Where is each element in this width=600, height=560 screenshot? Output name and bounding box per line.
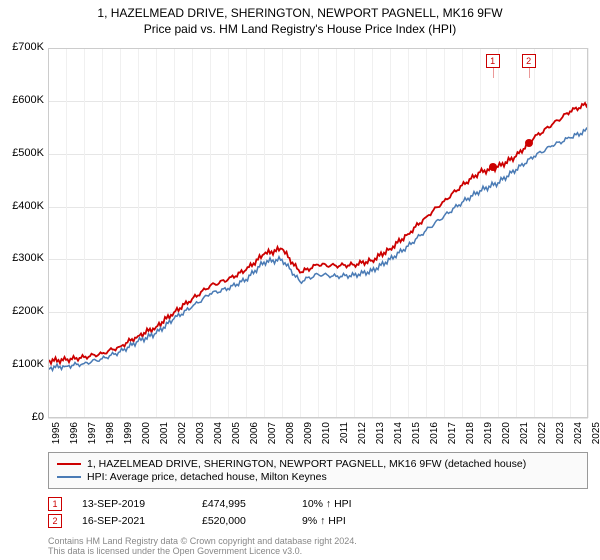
x-tick-label: 2015 bbox=[411, 422, 422, 452]
y-tick-label: £300K bbox=[2, 252, 44, 264]
sales-table: 1 13-SEP-2019 £474,995 10% ↑ HPI 2 16-SE… bbox=[48, 494, 588, 531]
y-tick-label: £600K bbox=[2, 94, 44, 106]
chart-area: £0£100K£200K£300K£400K£500K£600K£700K 19… bbox=[48, 48, 588, 418]
legend-row-subject: 1, HAZELMEAD DRIVE, SHERINGTON, NEWPORT … bbox=[57, 458, 579, 470]
x-tick-label: 2017 bbox=[447, 422, 458, 452]
sales-price-2: £520,000 bbox=[202, 515, 282, 527]
legend-swatch-subject bbox=[57, 463, 81, 465]
title-line-1: 1, HAZELMEAD DRIVE, SHERINGTON, NEWPORT … bbox=[0, 6, 600, 20]
x-tick-label: 2005 bbox=[231, 422, 242, 452]
footer-line-1: Contains HM Land Registry data © Crown c… bbox=[48, 536, 357, 546]
sales-marker-2: 2 bbox=[48, 514, 62, 528]
y-tick-label: £100K bbox=[2, 358, 44, 370]
x-tick-label: 2023 bbox=[555, 422, 566, 452]
sales-row-1: 1 13-SEP-2019 £474,995 10% ↑ HPI bbox=[48, 497, 588, 511]
x-tick-label: 2013 bbox=[375, 422, 386, 452]
series-hpi bbox=[48, 128, 588, 370]
x-tick-label: 2007 bbox=[267, 422, 278, 452]
x-tick-label: 1998 bbox=[105, 422, 116, 452]
x-tick-label: 2021 bbox=[519, 422, 530, 452]
y-tick-label: £700K bbox=[2, 41, 44, 53]
x-tick-label: 2016 bbox=[429, 422, 440, 452]
sales-price-1: £474,995 bbox=[202, 498, 282, 510]
x-tick-label: 2004 bbox=[213, 422, 224, 452]
y-tick-label: £0 bbox=[2, 411, 44, 423]
x-tick-label: 2025 bbox=[591, 422, 600, 452]
x-tick-label: 2011 bbox=[339, 422, 350, 452]
footer: Contains HM Land Registry data © Crown c… bbox=[48, 536, 357, 556]
x-tick-label: 2022 bbox=[537, 422, 548, 452]
x-tick-label: 2020 bbox=[501, 422, 512, 452]
x-tick-label: 2014 bbox=[393, 422, 404, 452]
x-tick-label: 1997 bbox=[87, 422, 98, 452]
sale-marker-box-1: 1 bbox=[486, 54, 500, 68]
sales-date-2: 16-SEP-2021 bbox=[82, 515, 182, 527]
legend-label-hpi: HPI: Average price, detached house, Milt… bbox=[87, 471, 327, 483]
legend-swatch-hpi bbox=[57, 476, 81, 478]
legend-label-subject: 1, HAZELMEAD DRIVE, SHERINGTON, NEWPORT … bbox=[87, 458, 526, 470]
sale-dot-1 bbox=[489, 163, 497, 171]
x-tick-label: 2000 bbox=[141, 422, 152, 452]
series-subject bbox=[48, 103, 588, 364]
x-tick-label: 2008 bbox=[285, 422, 296, 452]
x-tick-label: 2010 bbox=[321, 422, 332, 452]
title-block: 1, HAZELMEAD DRIVE, SHERINGTON, NEWPORT … bbox=[0, 0, 600, 36]
x-tick-label: 1996 bbox=[69, 422, 80, 452]
x-tick-label: 2018 bbox=[465, 422, 476, 452]
legend-row-hpi: HPI: Average price, detached house, Milt… bbox=[57, 471, 579, 483]
x-tick-label: 2019 bbox=[483, 422, 494, 452]
x-tick-label: 2003 bbox=[195, 422, 206, 452]
chart-container: 1, HAZELMEAD DRIVE, SHERINGTON, NEWPORT … bbox=[0, 0, 600, 560]
sale-dot-2 bbox=[525, 139, 533, 147]
x-tick-label: 2001 bbox=[159, 422, 170, 452]
legend-box: 1, HAZELMEAD DRIVE, SHERINGTON, NEWPORT … bbox=[48, 452, 588, 489]
x-tick-label: 2012 bbox=[357, 422, 368, 452]
x-tick-label: 1995 bbox=[51, 422, 62, 452]
sales-pct-2: 9% ↑ HPI bbox=[302, 515, 382, 527]
x-tick-label: 2006 bbox=[249, 422, 260, 452]
y-tick-label: £200K bbox=[2, 305, 44, 317]
footer-line-2: This data is licensed under the Open Gov… bbox=[48, 546, 357, 556]
y-tick-label: £500K bbox=[2, 147, 44, 159]
x-tick-label: 2002 bbox=[177, 422, 188, 452]
y-tick-label: £400K bbox=[2, 200, 44, 212]
sales-row-2: 2 16-SEP-2021 £520,000 9% ↑ HPI bbox=[48, 514, 588, 528]
sales-marker-1: 1 bbox=[48, 497, 62, 511]
x-tick-label: 2024 bbox=[573, 422, 584, 452]
plot-svg bbox=[48, 48, 588, 418]
x-tick-label: 1999 bbox=[123, 422, 134, 452]
sales-date-1: 13-SEP-2019 bbox=[82, 498, 182, 510]
x-tick-label: 2009 bbox=[303, 422, 314, 452]
title-line-2: Price paid vs. HM Land Registry's House … bbox=[0, 22, 600, 36]
sale-marker-box-2: 2 bbox=[522, 54, 536, 68]
sales-pct-1: 10% ↑ HPI bbox=[302, 498, 382, 510]
